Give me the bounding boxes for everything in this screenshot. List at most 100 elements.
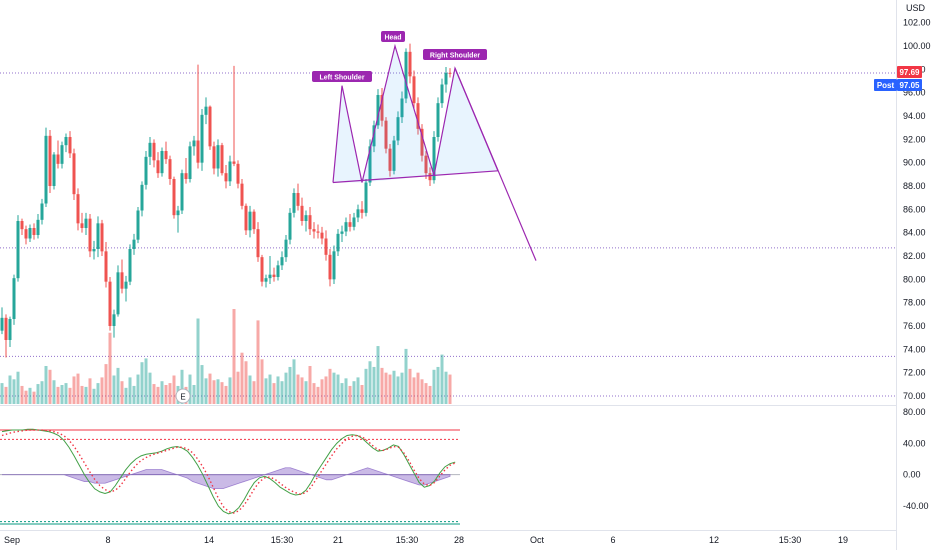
- candle[interactable]: [212, 141, 216, 175]
- candle[interactable]: [120, 259, 124, 294]
- candle[interactable]: [144, 151, 148, 190]
- candle[interactable]: [100, 219, 104, 256]
- candle[interactable]: [340, 225, 344, 242]
- left-shoulder-label[interactable]: Left Shoulder: [312, 71, 372, 82]
- candle[interactable]: [280, 251, 284, 270]
- candle[interactable]: [104, 242, 108, 288]
- candle[interactable]: [224, 165, 228, 189]
- candle[interactable]: [372, 120, 376, 153]
- candle[interactable]: [360, 201, 364, 219]
- candle[interactable]: [192, 135, 196, 156]
- candle[interactable]: [384, 117, 388, 154]
- candle[interactable]: [56, 140, 60, 169]
- price-axis[interactable]: USD 102.00100.0098.0096.0094.0092.0090.0…: [903, 3, 931, 401]
- candle[interactable]: [0, 307, 4, 335]
- candle[interactable]: [240, 179, 244, 210]
- candle[interactable]: [36, 214, 40, 239]
- candle[interactable]: [232, 65, 236, 167]
- candle[interactable]: [228, 155, 232, 186]
- candle[interactable]: [208, 105, 212, 150]
- candle[interactable]: [400, 91, 404, 124]
- candle[interactable]: [328, 249, 332, 287]
- candle[interactable]: [404, 48, 408, 104]
- candle[interactable]: [132, 233, 136, 255]
- candle[interactable]: [136, 207, 140, 244]
- candle[interactable]: [264, 274, 268, 288]
- candle[interactable]: [204, 97, 208, 125]
- candle[interactable]: [44, 127, 48, 207]
- candle[interactable]: [348, 214, 352, 232]
- candle[interactable]: [336, 229, 340, 256]
- candle[interactable]: [380, 88, 384, 127]
- candle[interactable]: [24, 225, 28, 245]
- candle[interactable]: [168, 155, 172, 185]
- candle[interactable]: [200, 109, 204, 171]
- candle[interactable]: [108, 277, 112, 331]
- candle[interactable]: [296, 183, 300, 211]
- candle[interactable]: [184, 158, 188, 184]
- candle[interactable]: [196, 64, 200, 169]
- candle[interactable]: [60, 141, 64, 169]
- candle[interactable]: [4, 314, 8, 358]
- candle[interactable]: [80, 212, 84, 233]
- candle[interactable]: [112, 309, 116, 338]
- head-label[interactable]: Head: [381, 31, 405, 42]
- time-axis[interactable]: Sep 8 14 15:30 21 15:30 28 Oct 6 12 15:30 19: [4, 535, 848, 545]
- projection-line[interactable]: [454, 67, 537, 261]
- candle[interactable]: [268, 256, 272, 284]
- candle[interactable]: [248, 205, 252, 238]
- candle[interactable]: [220, 142, 224, 176]
- candle[interactable]: [84, 212, 88, 235]
- candle[interactable]: [420, 124, 424, 162]
- candle[interactable]: [320, 226, 324, 245]
- candle[interactable]: [292, 188, 296, 218]
- candle[interactable]: [68, 131, 72, 158]
- candle[interactable]: [316, 224, 320, 239]
- candle[interactable]: [308, 207, 312, 235]
- candle[interactable]: [148, 137, 152, 165]
- indicator-axis[interactable]: 80.00 40.00 0.00 -40.00: [903, 407, 929, 511]
- candle[interactable]: [256, 222, 260, 262]
- candle[interactable]: [408, 43, 412, 84]
- candle[interactable]: [304, 210, 308, 232]
- candle[interactable]: [124, 275, 128, 302]
- candle[interactable]: [40, 198, 44, 225]
- candle[interactable]: [20, 218, 24, 235]
- candle[interactable]: [436, 97, 440, 142]
- candle[interactable]: [376, 89, 380, 129]
- signal-line[interactable]: [1, 429, 456, 514]
- candle[interactable]: [52, 152, 56, 190]
- candle[interactable]: [88, 214, 92, 258]
- candle[interactable]: [416, 97, 420, 135]
- candle[interactable]: [272, 267, 276, 282]
- candle[interactable]: [152, 139, 156, 168]
- candle[interactable]: [172, 176, 176, 219]
- candle[interactable]: [244, 203, 248, 236]
- candle[interactable]: [236, 160, 240, 189]
- indicator-pane[interactable]: [0, 428, 460, 525]
- candle[interactable]: [392, 135, 396, 175]
- candle[interactable]: [92, 240, 96, 260]
- candle[interactable]: [96, 216, 100, 258]
- candle[interactable]: [288, 208, 292, 245]
- candle[interactable]: [72, 148, 76, 200]
- candle[interactable]: [344, 217, 348, 237]
- candle[interactable]: [116, 265, 120, 317]
- candle[interactable]: [324, 230, 328, 261]
- neckline[interactable]: [332, 170, 499, 184]
- candle[interactable]: [140, 181, 144, 217]
- candle[interactable]: [8, 316, 12, 347]
- price-pane[interactable]: Left Shoulder Head Right Shoulder: [0, 31, 896, 404]
- candle[interactable]: [300, 197, 304, 226]
- candle[interactable]: [260, 254, 264, 287]
- candle[interactable]: [216, 139, 220, 177]
- candle[interactable]: [284, 235, 288, 262]
- candle[interactable]: [412, 70, 416, 110]
- candle[interactable]: [12, 274, 16, 325]
- candle[interactable]: [28, 224, 32, 243]
- candle[interactable]: [352, 212, 356, 231]
- candle[interactable]: [252, 209, 256, 234]
- candle[interactable]: [128, 244, 132, 286]
- candle[interactable]: [440, 78, 444, 108]
- candle[interactable]: [76, 188, 80, 231]
